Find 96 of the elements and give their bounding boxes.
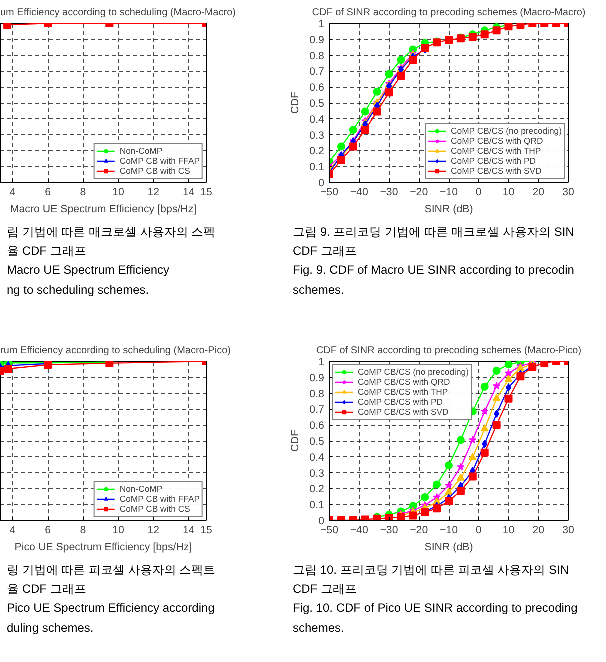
x-tick-label: 20 bbox=[532, 524, 545, 536]
x-tick-label: 12 bbox=[148, 186, 160, 198]
y-tick-label: 0.7 bbox=[310, 404, 325, 416]
chart-title: CDF of SINR according to precoding schemes (Macro-Pico) bbox=[316, 346, 582, 356]
x-axis-title: SINR (dB) bbox=[424, 204, 474, 216]
text: duling schemes. bbox=[7, 620, 94, 635]
x-tick-label: −50 bbox=[320, 524, 339, 536]
legend-label: CoMP CB/CS with QRD bbox=[451, 136, 544, 146]
x-tick-label: 8 bbox=[80, 186, 86, 198]
x-tick-label: −30 bbox=[380, 186, 398, 198]
x-tick-label: 30 bbox=[562, 524, 574, 536]
legend-label: CoMP CB/CS with THP bbox=[451, 146, 542, 156]
y-tick-label: 0.2 bbox=[310, 146, 325, 158]
x-tick-label: 10 bbox=[502, 524, 515, 536]
y-axis-title: CDF bbox=[290, 92, 302, 114]
x-tick-label: 14 bbox=[182, 186, 195, 198]
text: 율 CDF 그래프 bbox=[7, 582, 86, 596]
y-tick-label: 0.1 bbox=[310, 162, 325, 174]
chart-title: rum Efficiency according to scheduling (Macro-Pico) bbox=[0, 346, 231, 356]
y-tick-label: 0.4 bbox=[310, 452, 325, 464]
x-tick-label: 4 bbox=[10, 524, 16, 536]
caption: 그림 9. 프리코딩 기법에 따른 매크로셀 사용자의 SIN bbox=[293, 225, 574, 239]
y-tick-label: 0.9 bbox=[310, 34, 325, 46]
x-tick-label: 4 bbox=[10, 186, 16, 198]
legend-label: CoMP CB with FFAP bbox=[120, 494, 200, 504]
caption: 그림 10. 프리코딩 기법에 따른 피코셀 사용자의 SIN bbox=[293, 563, 570, 577]
y-axis-title: CDF bbox=[290, 430, 302, 452]
legend-label: CoMP CB with FFAP bbox=[120, 156, 200, 166]
legend-label: CoMP CB with CS bbox=[120, 166, 190, 176]
text: CDF 그래프 bbox=[293, 582, 357, 596]
legend-label: CoMP CB/CS with SVD bbox=[451, 166, 542, 176]
text: 링 기법에 따른 피코셀 사용자의 스펙트 bbox=[7, 563, 216, 577]
x-tick-label: −10 bbox=[440, 186, 458, 198]
legend-label: CoMP CB/CS (no precoding) bbox=[451, 126, 562, 136]
x-tick-label: 8 bbox=[80, 524, 86, 536]
y-tick-label: 1 bbox=[318, 356, 325, 368]
x-tick-label: 20 bbox=[532, 186, 545, 198]
text: schemes. bbox=[293, 620, 344, 635]
x-tick-label: 15 bbox=[200, 186, 212, 198]
x-tick-label: 30 bbox=[562, 186, 574, 198]
legend-label: CoMP CB with CS bbox=[120, 504, 190, 514]
text: Macro UE Spectrum Efficiency bbox=[7, 263, 170, 278]
x-tick-label: 15 bbox=[200, 524, 212, 536]
x-tick-label: −20 bbox=[410, 524, 428, 536]
x-tick-label: −50 bbox=[320, 186, 339, 198]
caption: Fig. 10. CDF of Pico UE SINR according to precoding bbox=[293, 601, 578, 616]
x-tick-label: −10 bbox=[440, 524, 458, 536]
text: CDF 그래프 bbox=[293, 244, 357, 258]
x-tick-label: 0 bbox=[476, 186, 482, 198]
y-tick-label: 0.8 bbox=[310, 388, 325, 400]
y-tick-label: 0.7 bbox=[310, 66, 325, 78]
x-tick-label: −40 bbox=[350, 186, 368, 198]
text: Pico UE Spectrum Efficiency according bbox=[7, 601, 215, 616]
x-axis-title: SINR (dB) bbox=[424, 542, 474, 554]
x-tick-label: −40 bbox=[350, 524, 368, 536]
x-tick-label: 12 bbox=[148, 524, 160, 536]
y-tick-label: 0 bbox=[318, 178, 325, 190]
x-axis-title: Macro UE Spectrum Efficiency [bps/Hz] bbox=[10, 204, 197, 216]
x-tick-label: 10 bbox=[502, 186, 515, 198]
x-tick-label: 10 bbox=[112, 524, 124, 536]
text: schemes. bbox=[293, 282, 344, 297]
legend-label: CoMP CB/CS with PD bbox=[358, 397, 443, 407]
y-tick-label: 0 bbox=[318, 516, 325, 528]
legend-label: CoMP CB/CS with THP bbox=[358, 387, 448, 397]
x-tick-label: −20 bbox=[410, 186, 428, 198]
text: ng to scheduling schemes. bbox=[7, 282, 150, 297]
legend-label: CoMP CB/CS with QRD bbox=[358, 377, 450, 387]
y-tick-label: 0.3 bbox=[310, 468, 325, 480]
y-tick-label: 0.9 bbox=[310, 372, 325, 384]
legend-label: Non-CoMP bbox=[120, 484, 163, 494]
text: 림 기법에 따른 매크로셀 사용자의 스펙 bbox=[7, 225, 216, 239]
y-tick-label: 0.5 bbox=[310, 98, 325, 110]
chart-title: um Efficiency according to scheduling (Macro-Macro) bbox=[0, 8, 236, 18]
y-tick-label: 1 bbox=[318, 18, 325, 30]
legend-label: Non-CoMP bbox=[120, 146, 163, 156]
x-tick-label: 10 bbox=[112, 186, 124, 198]
y-tick-label: 0.2 bbox=[310, 484, 325, 496]
text: 율 CDF 그래프 bbox=[7, 244, 86, 258]
x-tick-label: 0 bbox=[476, 524, 482, 536]
x-tick-label: 6 bbox=[45, 186, 52, 198]
legend-label: CoMP CB/CS with PD bbox=[451, 156, 536, 166]
chart-title: CDF of SINR according to precoding schemes (Macro-Macro) bbox=[312, 8, 586, 18]
x-tick-label: −30 bbox=[380, 524, 398, 536]
legend-label: CoMP CB/CS with SVD bbox=[358, 407, 449, 417]
x-tick-label: 6 bbox=[45, 524, 52, 536]
legend-label: CoMP CB/CS (no precoding) bbox=[358, 367, 469, 377]
y-tick-label: 0.1 bbox=[310, 500, 325, 512]
y-tick-label: 0.4 bbox=[310, 114, 325, 126]
y-tick-label: 0.5 bbox=[310, 436, 325, 448]
y-tick-label: 0.8 bbox=[310, 50, 325, 62]
y-tick-label: 0.6 bbox=[310, 82, 325, 94]
y-tick-label: 0.6 bbox=[310, 420, 325, 432]
x-axis-title: Pico UE Spectrum Efficiency [bps/Hz] bbox=[14, 542, 192, 554]
y-tick-label: 0.3 bbox=[310, 130, 325, 142]
x-tick-label: 14 bbox=[182, 524, 195, 536]
caption: Fig. 9. CDF of Macro UE SINR according to precodin bbox=[293, 263, 574, 278]
